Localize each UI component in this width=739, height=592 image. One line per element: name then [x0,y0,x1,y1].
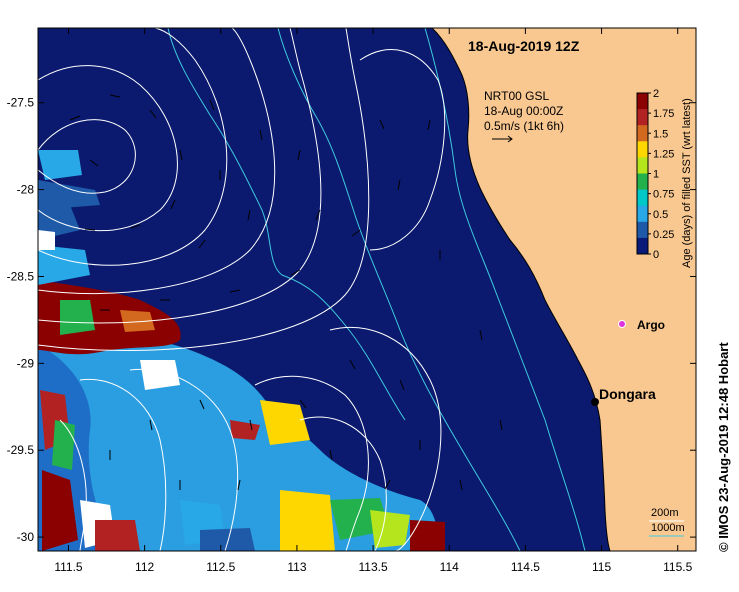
x-tick-label: 114 [440,560,459,574]
colorbar-tick-label: 1.75 [653,108,674,120]
y-tick-label: -28 [17,183,35,197]
colorbar-tick-label: 0.25 [653,229,674,241]
colorbar-tick-label: 1 [653,169,659,181]
imos-credit: © IMOS 23-Aug-2019 12:48 Hobart [716,342,731,552]
map-frame [37,27,697,552]
colorbar-ticks: 2 1.75 1.5 1.25 1 0.75 0.5 0.25 0 [648,88,674,261]
colorbar-swatch [637,173,648,191]
place-argo: Argo [618,318,665,332]
current-vectors [69,94,503,491]
colorbar-tick-label: 0.5 [653,209,668,221]
colorbar-swatch [637,141,648,158]
argo-label: Argo [637,318,665,332]
product-line2: 18-Aug 00:00Z [484,104,563,118]
geostrophic-contours [38,28,446,551]
colorbar-tick-label: 1.5 [653,128,668,140]
colorbar-tick-label: 1.25 [653,148,674,160]
product-line1: NRT00 GSL [484,89,549,103]
depth-legend: 200m 1000m [649,507,685,537]
colorbar-title: Age (days) of filled SST (wrt latest) [681,98,693,268]
dongara-marker [591,398,599,406]
x-tick-label: 115 [592,560,611,574]
isobaths [167,28,586,551]
colorbar-swatch [637,125,648,142]
dongara-label: Dongara [599,386,656,402]
y-tick-label: -28.5 [7,269,35,283]
x-tick-label: 112 [135,560,154,574]
scale-arrow [492,135,513,143]
map-area [38,28,696,551]
map-title: 18-Aug-2019 12Z [468,38,580,54]
sst-age-patches [38,150,445,551]
y-tick-label: -29 [17,356,35,370]
x-tick-label: 115.5 [663,560,692,574]
x-tick-label: 113 [287,560,306,574]
x-tick-label: 111.5 [54,560,83,574]
colorbar-swatch [637,189,648,207]
y-axis: -27.5 -28 -28.5 -29 -29.5 -30 [7,96,696,544]
colorbar-swatch [637,157,648,174]
product-line3: 0.5m/s (1kt 6h) [484,119,564,133]
x-tick-label: 112.5 [206,560,235,574]
x-tick-label: 113.5 [359,560,388,574]
colorbar-swatch [637,109,648,126]
argo-marker [618,320,626,328]
x-axis: 111.5 112 112.5 113 113.5 114 114.5 115 115.5 [54,28,693,574]
y-tick-label: -29.5 [7,443,35,457]
land-western-australia [431,28,696,551]
colorbar-swatch [637,237,648,255]
y-tick-label: -27.5 [7,96,35,110]
colorbar-swatches [637,93,648,255]
depth-legend-200m: 200m [651,507,679,519]
product-info: NRT00 GSL 18-Aug 00:00Z 0.5m/s (1kt 6h) [484,89,564,143]
depth-legend-1000m: 1000m [651,522,685,534]
colorbar-swatch [637,221,648,239]
colorbar-tick-label: 0 [653,249,659,261]
x-tick-label: 114.5 [511,560,540,574]
colorbar-swatch [637,205,648,223]
colorbar-tick-label: 2 [653,88,659,100]
colorbar-tick-label: 0.75 [653,189,674,201]
colorbar: 2 1.75 1.5 1.25 1 0.75 0.5 0.25 0 Age (days) of … [636,88,693,268]
y-tick-label: -30 [17,530,35,544]
place-dongara: Dongara [591,386,656,406]
colorbar-swatch [637,93,648,110]
